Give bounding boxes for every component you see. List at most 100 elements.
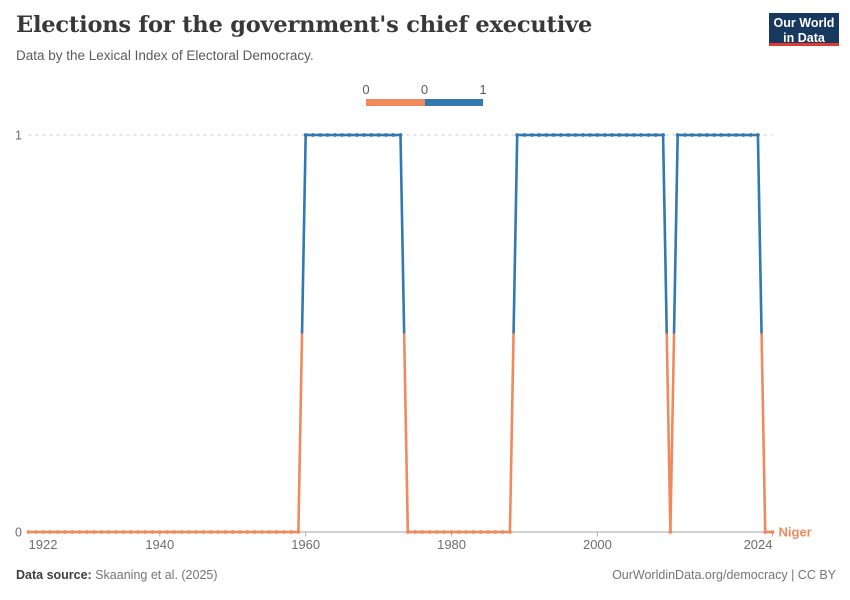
data-point[interactable] <box>726 133 731 137</box>
data-point[interactable] <box>566 133 571 137</box>
data-point[interactable] <box>522 133 527 137</box>
data-point[interactable] <box>354 133 359 137</box>
data-point[interactable] <box>48 530 53 534</box>
data-point[interactable] <box>763 530 768 534</box>
data-point[interactable] <box>238 530 242 534</box>
data-point[interactable] <box>187 530 191 534</box>
data-point[interactable] <box>420 530 425 534</box>
data-point[interactable] <box>573 133 578 137</box>
data-point[interactable] <box>128 530 133 534</box>
data-point[interactable] <box>704 133 709 137</box>
data-point[interactable] <box>303 133 308 137</box>
data-point[interactable] <box>289 530 293 534</box>
data-point[interactable] <box>529 133 534 137</box>
data-point[interactable] <box>77 530 82 534</box>
data-point[interactable] <box>165 530 169 534</box>
data-point[interactable] <box>690 133 695 137</box>
data-point[interactable] <box>391 133 396 137</box>
data-point[interactable] <box>405 530 410 534</box>
data-point[interactable] <box>296 530 301 534</box>
data-point[interactable] <box>478 530 483 534</box>
data-point[interactable] <box>551 133 556 137</box>
data-point[interactable] <box>260 530 264 534</box>
data-point[interactable] <box>311 133 315 137</box>
data-point[interactable] <box>223 530 228 534</box>
data-point[interactable] <box>719 133 724 137</box>
data-point[interactable] <box>230 530 235 534</box>
data-point[interactable] <box>398 133 403 137</box>
data-point[interactable] <box>208 530 213 534</box>
data-point[interactable] <box>515 133 520 137</box>
data-point[interactable] <box>325 133 330 137</box>
data-point[interactable] <box>617 133 622 137</box>
data-point[interactable] <box>114 530 118 534</box>
data-point[interactable] <box>537 133 541 137</box>
data-point[interactable] <box>281 530 286 534</box>
owid-logo[interactable]: Our World in Data <box>769 13 839 46</box>
data-point[interactable] <box>741 133 746 137</box>
data-point[interactable] <box>588 133 593 137</box>
data-point[interactable] <box>427 530 432 534</box>
data-point[interactable] <box>624 133 629 137</box>
data-point[interactable] <box>136 530 140 534</box>
data-point[interactable] <box>661 133 665 137</box>
data-source-text[interactable]: Skaaning et al. (2025) <box>95 568 218 582</box>
data-point[interactable] <box>646 133 651 137</box>
data-point[interactable] <box>559 133 563 137</box>
data-point[interactable] <box>413 530 417 534</box>
data-point[interactable] <box>639 133 644 137</box>
data-point[interactable] <box>544 133 549 137</box>
data-point[interactable] <box>500 530 505 534</box>
data-point[interactable] <box>157 530 162 534</box>
data-point[interactable] <box>734 133 738 137</box>
data-point[interactable] <box>150 530 155 534</box>
data-point[interactable] <box>456 530 461 534</box>
entity-label-niger[interactable]: Niger <box>779 525 812 540</box>
data-point[interactable] <box>70 530 75 534</box>
data-point[interactable] <box>194 530 199 534</box>
attribution-link[interactable]: OurWorldinData.org/democracy | CC BY <box>612 568 836 582</box>
data-point[interactable] <box>179 530 184 534</box>
data-point[interactable] <box>347 133 352 137</box>
data-point[interactable] <box>610 133 614 137</box>
legend-bin-0[interactable] <box>366 99 425 106</box>
data-point[interactable] <box>442 530 447 534</box>
data-point[interactable] <box>63 530 67 534</box>
data-point[interactable] <box>340 133 345 137</box>
legend-bin-1[interactable] <box>424 99 483 106</box>
data-point[interactable] <box>756 133 760 137</box>
data-point[interactable] <box>369 133 374 137</box>
data-point[interactable] <box>84 530 89 534</box>
data-point[interactable] <box>580 133 585 137</box>
data-point[interactable] <box>632 133 636 137</box>
data-point[interactable] <box>675 133 680 137</box>
data-point[interactable] <box>55 530 60 534</box>
data-point[interactable] <box>683 133 687 137</box>
data-point[interactable] <box>252 530 257 534</box>
data-point[interactable] <box>493 530 498 534</box>
data-point[interactable] <box>748 133 753 137</box>
data-point[interactable] <box>449 530 454 534</box>
data-point[interactable] <box>602 133 607 137</box>
data-point[interactable] <box>508 530 512 534</box>
data-point[interactable] <box>267 530 272 534</box>
data-point[interactable] <box>33 530 38 534</box>
data-point[interactable] <box>362 133 366 137</box>
data-point[interactable] <box>712 133 717 137</box>
data-point[interactable] <box>143 530 148 534</box>
data-point[interactable] <box>486 530 490 534</box>
data-point[interactable] <box>99 530 104 534</box>
data-point[interactable] <box>172 530 177 534</box>
data-point[interactable] <box>668 530 673 534</box>
data-point[interactable] <box>201 530 206 534</box>
data-point[interactable] <box>376 133 381 137</box>
data-point[interactable] <box>245 530 250 534</box>
data-point[interactable] <box>274 530 279 534</box>
data-point[interactable] <box>384 133 388 137</box>
data-point[interactable] <box>26 530 31 534</box>
data-point[interactable] <box>653 133 658 137</box>
data-point[interactable] <box>770 530 775 534</box>
data-point[interactable] <box>106 530 111 534</box>
data-point[interactable] <box>697 133 702 137</box>
